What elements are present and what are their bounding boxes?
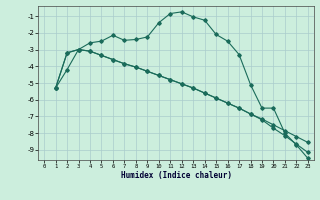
X-axis label: Humidex (Indice chaleur): Humidex (Indice chaleur) (121, 171, 231, 180)
